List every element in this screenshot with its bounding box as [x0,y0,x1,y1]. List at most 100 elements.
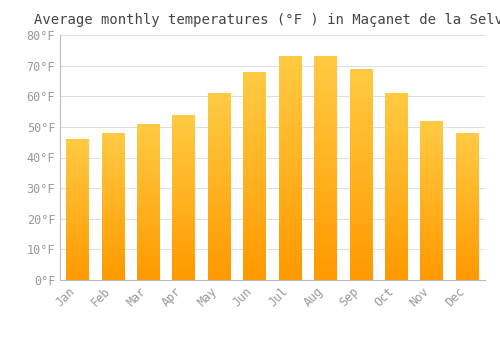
Bar [208,276,231,280]
Bar [66,232,89,235]
Bar [420,127,444,130]
Bar [137,183,160,186]
Bar [278,173,301,177]
Bar [278,61,301,65]
Bar [208,157,231,160]
Bar [137,274,160,277]
Bar [350,73,372,77]
Bar [385,149,408,153]
Bar [66,164,89,167]
Bar [350,132,372,136]
Bar [172,197,196,201]
Bar [278,114,301,119]
Bar [172,267,196,270]
Bar [102,268,124,271]
Bar [66,187,89,190]
Bar [350,259,372,263]
Bar [350,174,372,179]
Bar [278,83,301,88]
Bar [137,152,160,155]
Bar [350,229,372,233]
Bar [456,248,479,251]
Bar [350,166,372,170]
Bar [350,128,372,132]
Bar [66,195,89,198]
Bar [208,142,231,146]
Bar [385,123,408,127]
Bar [385,179,408,183]
Bar [278,190,301,195]
Bar [420,175,444,178]
Bar [244,155,266,159]
Bar [314,253,337,258]
Bar [244,272,266,276]
Bar [456,198,479,201]
Bar [314,213,337,217]
Bar [278,222,301,226]
Bar [420,223,444,226]
Bar [278,199,301,204]
Bar [278,275,301,280]
Bar [102,165,124,168]
Bar [208,265,231,269]
Bar [385,205,408,209]
Bar [385,119,408,123]
Bar [420,271,444,274]
Bar [244,142,266,147]
Bar [420,172,444,175]
Bar [278,92,301,97]
Bar [66,210,89,212]
Bar [172,121,196,125]
Bar [208,108,231,112]
Bar [244,130,266,134]
Bar [350,263,372,267]
Bar [137,177,160,180]
Bar [208,123,231,127]
Bar [350,208,372,212]
Bar [350,107,372,111]
Bar [102,233,124,236]
Bar [66,229,89,232]
Bar [172,214,196,217]
Bar [385,258,408,261]
Bar [456,165,479,168]
Bar [172,151,196,154]
Bar [278,240,301,244]
Bar [420,229,444,232]
Bar [137,193,160,196]
Bar [385,217,408,220]
Bar [244,197,266,201]
Bar [172,114,196,118]
Bar [420,226,444,229]
Bar [172,227,196,230]
Bar [456,174,479,177]
Bar [314,79,337,83]
Bar [420,124,444,127]
Bar [137,133,160,136]
Bar [420,153,444,156]
Bar [278,97,301,101]
Bar [456,177,479,180]
Bar [314,124,337,128]
Bar [314,177,337,182]
Bar [385,246,408,250]
Bar [244,214,266,217]
Bar [385,175,408,179]
Bar [172,204,196,207]
Bar [420,264,444,267]
Bar [456,180,479,183]
Bar [137,168,160,171]
Bar [278,231,301,235]
Bar [208,239,231,243]
Bar [244,276,266,280]
Bar [278,267,301,271]
Bar [385,265,408,269]
Bar [278,106,301,110]
Bar [278,262,301,267]
Bar [244,163,266,168]
Bar [66,167,89,170]
Bar [102,186,124,189]
Bar [137,149,160,152]
Bar [385,97,408,101]
Bar [278,244,301,249]
